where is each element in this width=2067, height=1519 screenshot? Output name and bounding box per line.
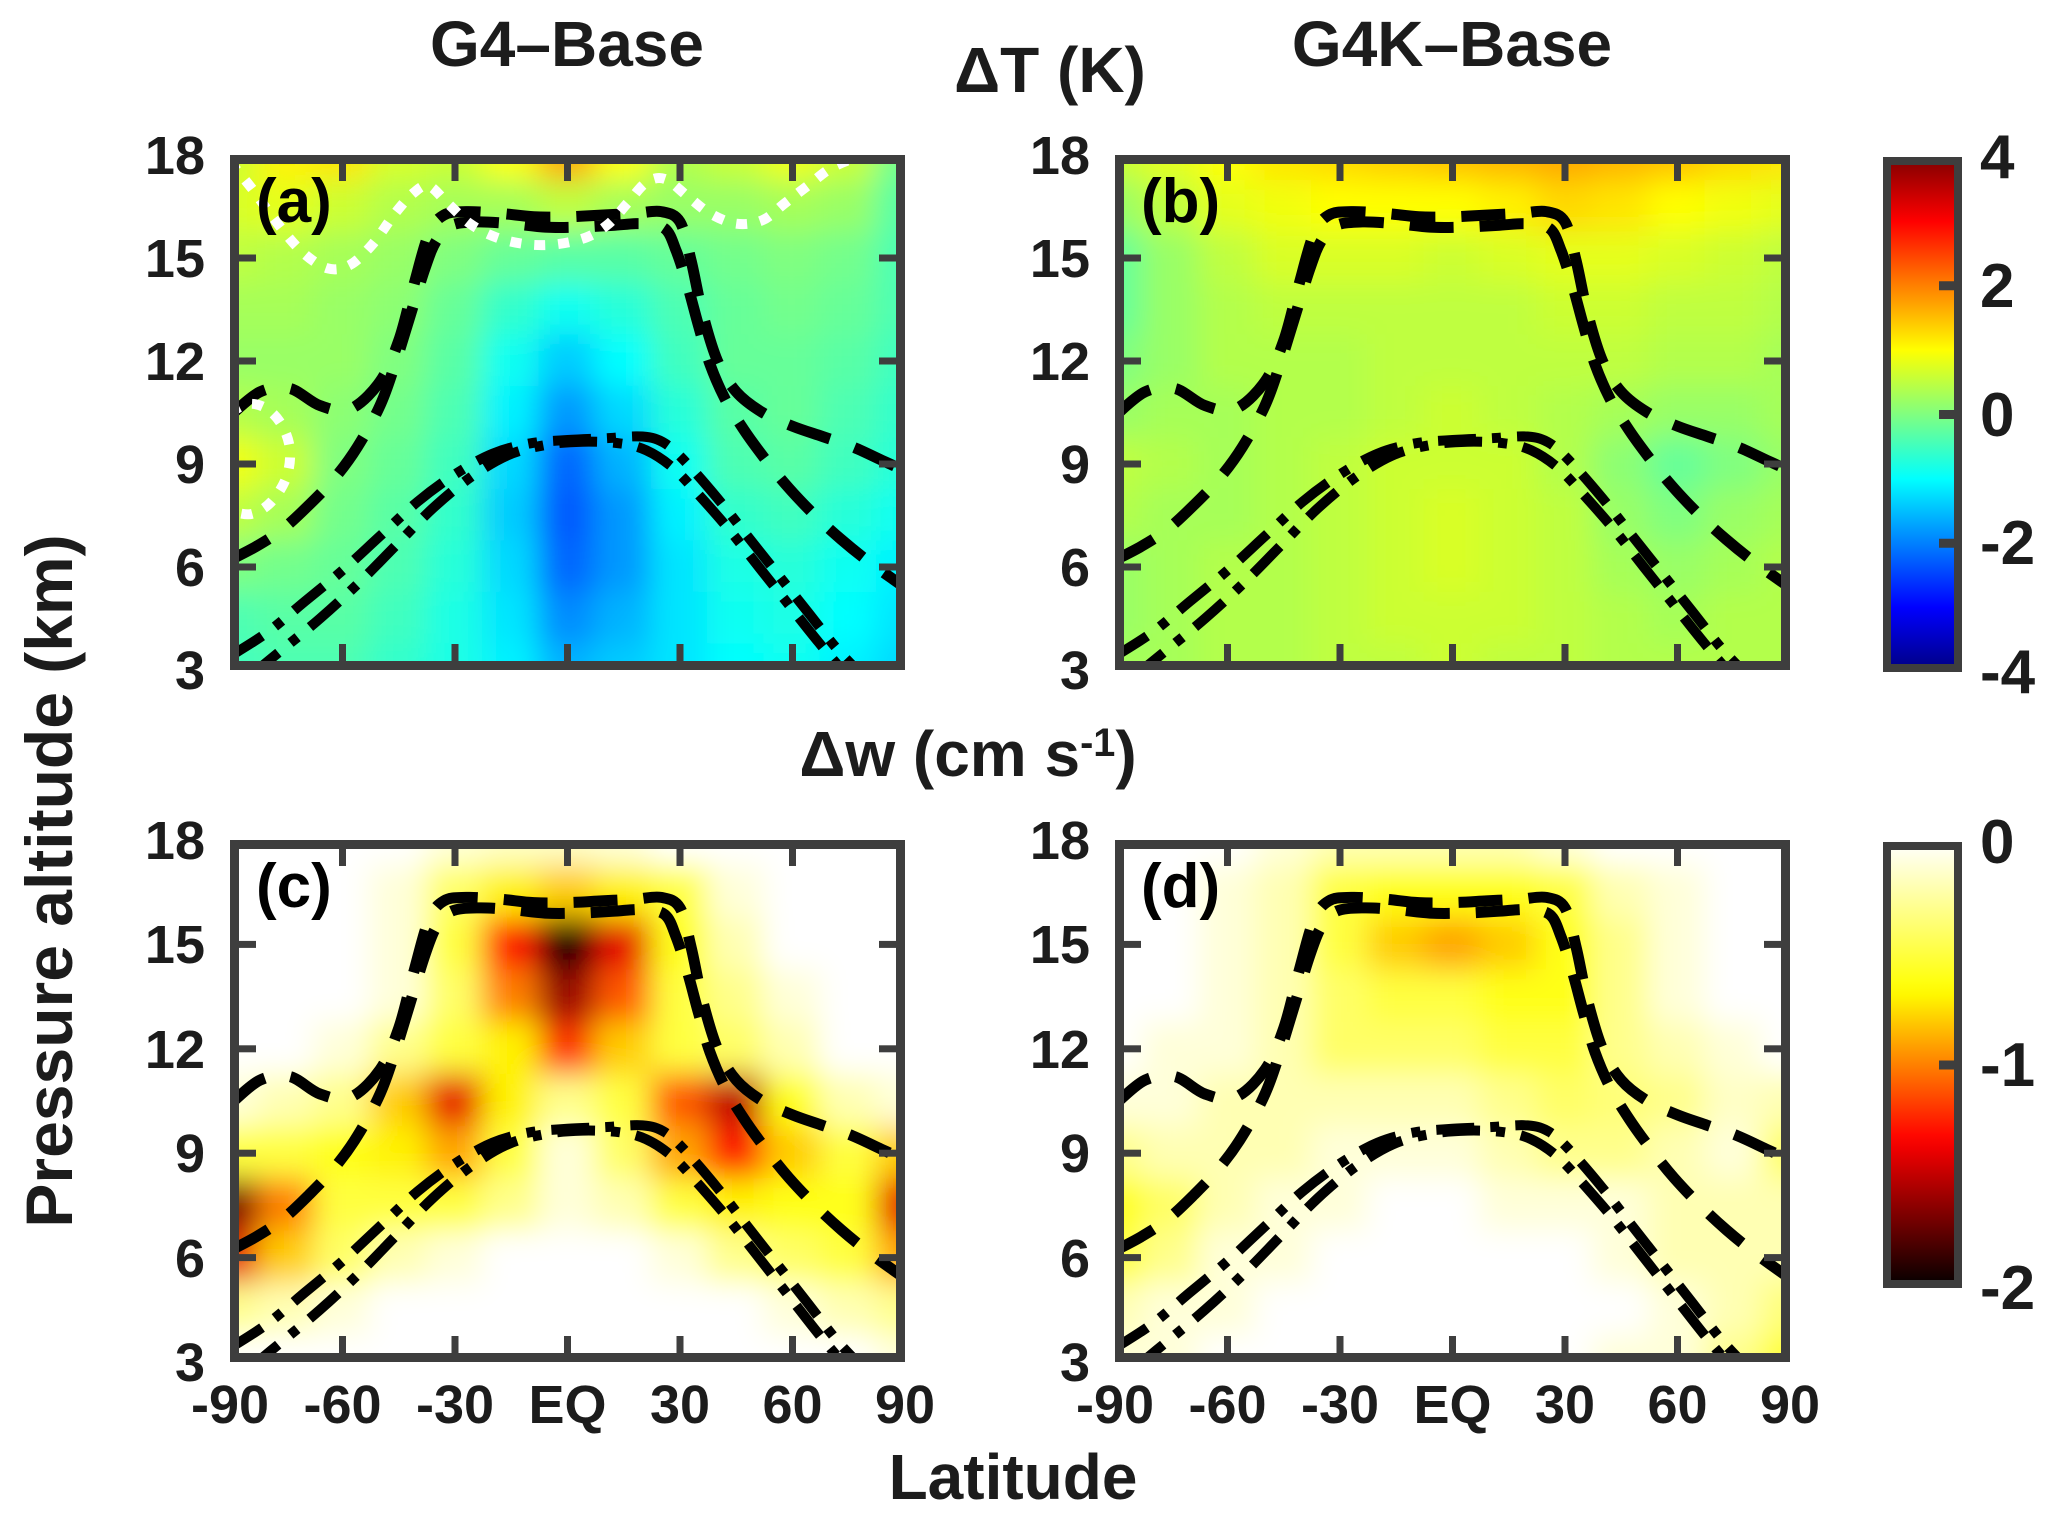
x-tick-label: -30 <box>415 1375 495 1435</box>
colorbar-vertical-velocity <box>1883 842 1962 1288</box>
row-title-delta-w-suffix: ) <box>1115 718 1137 790</box>
y-tick-label: 12 <box>144 332 205 392</box>
panel-letter-b: (b) <box>1141 167 1221 236</box>
panel-letter-a: (a) <box>256 167 332 236</box>
x-axis-label: Latitude <box>888 1441 1138 1513</box>
colorbar-tick-label: -4 <box>1980 638 2036 707</box>
x-tick-label: EQ <box>528 1375 607 1435</box>
axis-frame <box>230 155 905 670</box>
y-tick-label: 12 <box>144 1019 205 1080</box>
y-tick-label: 6 <box>1059 538 1090 598</box>
panel-letter-c: (c) <box>256 852 332 921</box>
colorbar-tick-label: 2 <box>1980 251 2015 321</box>
x-tick-label: 90 <box>874 1375 936 1435</box>
zero-contour-dotted-white-loop <box>230 398 296 520</box>
y-tick-label: 18 <box>144 126 205 186</box>
x-tick-label: -60 <box>1188 1375 1267 1435</box>
colorbar-gradient-vertical-velocity <box>1883 842 1962 1288</box>
axis-frame <box>230 840 905 1362</box>
y-tick-label: 12 <box>1029 1019 1090 1080</box>
x-tick-label: 30 <box>649 1375 711 1435</box>
tropopause-dashed-lower <box>1115 902 1790 1283</box>
colorbar-tick-label: -2 <box>1980 1254 2036 1323</box>
y-tick-label: 12 <box>1029 332 1090 392</box>
colorbar-tick-label: 0 <box>1980 380 2015 450</box>
y-tick-label: 9 <box>1059 1124 1090 1185</box>
row-title-delta-w-exponent: -1 <box>1080 721 1116 766</box>
panel-d-delta-w-g4k <box>1115 840 1790 1362</box>
colorbar-gradient-temperature <box>1883 157 1962 672</box>
tropopause-dashed-upper <box>1115 891 1790 1166</box>
axis-frame <box>1115 840 1790 1362</box>
panel-a-delta-t-g4 <box>230 155 905 670</box>
colorbar-tick-label: 0 <box>1980 808 2015 877</box>
y-tick-label: 15 <box>144 915 205 976</box>
y-tick-label: 3 <box>174 641 205 701</box>
x-tick-label: 60 <box>1647 1375 1708 1435</box>
colorbar-tick-label: -1 <box>1980 1031 2036 1100</box>
tropopause-dashed-lower <box>1115 216 1790 593</box>
y-tick-label: 15 <box>1029 229 1090 289</box>
row-title-delta-w: Δw (cm s-1) <box>668 722 1268 786</box>
row-title-delta-t: ΔT (K) <box>954 34 1146 106</box>
row-title-delta-w-prefix: Δw (cm s <box>799 718 1081 790</box>
y-tick-label: 6 <box>1059 1228 1090 1289</box>
colorbar-temperature <box>1883 157 1962 672</box>
x-tick-label: -90 <box>190 1375 270 1435</box>
y-tick-label: 18 <box>144 811 205 871</box>
dashdot-contour-2 <box>1134 436 1734 670</box>
axis-ticks <box>1115 840 1790 1362</box>
x-tick-label: -30 <box>1300 1375 1380 1435</box>
contour-fill <box>230 840 905 1362</box>
axis-ticks <box>230 155 905 670</box>
y-tick-label: 3 <box>1059 1333 1090 1393</box>
column-title-g4-base: G4–Base <box>430 8 704 80</box>
x-tick-label: EQ <box>1413 1375 1492 1435</box>
tropopause-dashed-lower <box>230 216 905 593</box>
contour-plot-c <box>230 840 905 1362</box>
x-tick-label: 30 <box>1534 1375 1596 1435</box>
y-tick-label: 3 <box>1059 641 1090 701</box>
y-tick-label: 9 <box>1059 435 1090 495</box>
colorbar-tick-label: 4 <box>1980 123 2015 192</box>
y-axis-label: Pressure altitude (km) <box>12 534 86 1228</box>
tropopause-dashed-upper <box>230 205 905 476</box>
dashdot-contour-2 <box>249 436 849 670</box>
y-tick-label: 18 <box>1029 811 1090 871</box>
column-title-g4k-base: G4K–Base <box>1291 8 1613 80</box>
contour-fill <box>1115 840 1790 1362</box>
contour-fill <box>1115 155 1790 670</box>
x-tick-label: -90 <box>1075 1375 1155 1435</box>
y-tick-label: 15 <box>144 229 205 289</box>
dashdot-contour-2 <box>249 1125 849 1362</box>
dashdot-contour-2 <box>1134 1125 1734 1362</box>
tropopause-dashed-upper <box>1115 205 1790 476</box>
x-tick-label: 90 <box>1759 1375 1821 1435</box>
tropopause-dashed-lower <box>230 902 905 1283</box>
x-tick-label: 60 <box>762 1375 823 1435</box>
contour-plot-a <box>230 155 905 670</box>
tropopause-dashed-upper <box>230 891 905 1166</box>
panel-c-delta-w-g4 <box>230 840 905 1362</box>
y-tick-label: 9 <box>174 435 205 495</box>
contour-fill <box>230 155 905 670</box>
panel-b-delta-t-g4k <box>1115 155 1790 670</box>
y-tick-label: 6 <box>174 1228 205 1289</box>
zero-contour-dotted-white <box>230 155 873 275</box>
x-tick-label: -60 <box>303 1375 382 1435</box>
colorbar-tick-label: -2 <box>1980 509 2036 579</box>
y-tick-label: 18 <box>1029 126 1090 186</box>
contour-plot-b <box>1115 155 1790 670</box>
y-tick-label: 9 <box>174 1124 205 1185</box>
axis-ticks <box>1115 155 1790 670</box>
y-tick-label: 15 <box>1029 915 1090 976</box>
axis-ticks <box>230 840 905 1362</box>
contour-plot-d <box>1115 840 1790 1362</box>
y-tick-label: 3 <box>174 1333 205 1393</box>
panel-letter-d: (d) <box>1141 852 1221 921</box>
y-tick-label: 6 <box>174 538 205 598</box>
axis-frame <box>1115 155 1790 670</box>
